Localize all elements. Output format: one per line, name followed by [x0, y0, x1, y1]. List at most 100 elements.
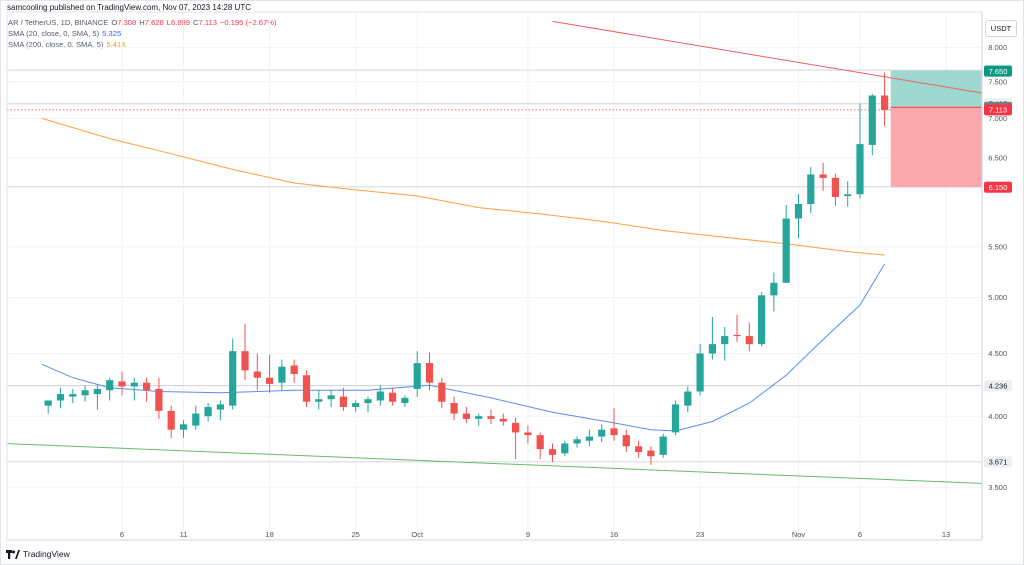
candle-body: [266, 377, 274, 384]
tradingview-logo[interactable]: TradingView: [6, 549, 70, 559]
candle-down: [450, 396, 458, 421]
candle-up: [401, 395, 409, 407]
price-tag-bg: [984, 65, 1012, 77]
candle-body: [278, 366, 286, 383]
candle-down: [118, 371, 126, 396]
currency-unit-button[interactable]: USDT: [985, 20, 1017, 37]
y-tick-label: 7.000: [988, 114, 1007, 123]
candle-body: [807, 174, 815, 205]
candle-body: [155, 388, 163, 411]
candle-up: [81, 385, 89, 402]
legend-open-key: O: [111, 18, 118, 27]
candle-body: [475, 416, 483, 419]
candle-down: [536, 432, 544, 460]
candle-down: [831, 173, 839, 206]
candle-body: [635, 446, 643, 452]
candle-body: [192, 413, 200, 426]
candle-down: [881, 72, 889, 127]
legend-low: L6.899: [167, 17, 190, 28]
x-tick-label: 18: [265, 530, 273, 539]
candle-up: [327, 390, 335, 407]
candle-body: [229, 351, 237, 406]
price-tag-label: 7.113: [989, 106, 1007, 115]
candle-up: [758, 292, 766, 347]
legend-high-value: 7.628: [144, 18, 164, 27]
legend-low-value: 6.899: [170, 18, 190, 27]
candle-up: [684, 386, 692, 413]
plot-area: [7, 12, 982, 540]
candle-body: [339, 396, 347, 407]
candle-body: [425, 363, 434, 383]
candle-down: [339, 387, 347, 411]
candle-body: [733, 334, 741, 337]
legend-sma20-row[interactable]: SMA (20, close, 0, SMA, 5) 5.325: [8, 28, 277, 39]
candle-body: [573, 439, 581, 444]
candle-up: [93, 383, 101, 410]
candle-up: [708, 316, 716, 360]
candle-down: [487, 409, 495, 425]
legend-sma200-row[interactable]: SMA (200, close, 0, SMA, 5) 5.414: [8, 39, 277, 50]
level-tag: 4.236: [984, 380, 1012, 392]
candle-body: [327, 395, 335, 400]
candle-body: [610, 428, 618, 436]
candle-body: [253, 371, 261, 378]
x-tick-label: Oct: [411, 530, 424, 539]
price-tag: 7.650: [984, 65, 1012, 77]
candle-down: [610, 408, 618, 441]
candle-up: [130, 377, 138, 401]
legend-low-key: L: [166, 18, 171, 27]
tradingview-logo-text: TradingView: [23, 549, 70, 559]
candle-body: [622, 435, 630, 447]
candle-body: [143, 382, 151, 391]
candle-body: [647, 450, 655, 457]
candle-body: [868, 95, 876, 145]
level-tag: 3.671: [984, 456, 1012, 468]
legend-close-key: C: [193, 18, 199, 27]
candle-body: [524, 432, 532, 436]
candle-down: [462, 406, 470, 423]
x-tick-label: 6: [120, 530, 124, 539]
candle-body: [745, 336, 753, 345]
y-tick-label: 4.500: [988, 349, 1007, 358]
candle-down: [524, 425, 532, 444]
candle-up: [204, 403, 212, 422]
level-tag-label: 4.236: [989, 381, 1008, 390]
y-tick-label: 6.500: [988, 153, 1007, 162]
candle-down: [425, 352, 434, 391]
candle-up: [229, 338, 237, 410]
level-tag-bg: [984, 456, 1012, 468]
candle-up: [807, 166, 815, 214]
candle-up: [69, 388, 77, 404]
candle-down: [155, 377, 163, 419]
candle-body: [561, 443, 569, 454]
legend-open-value: 7.308: [117, 18, 137, 27]
candle-body: [44, 400, 52, 406]
candle-body: [216, 404, 224, 410]
candle-up: [216, 400, 224, 421]
candle-up: [364, 396, 372, 413]
candle-down: [438, 377, 446, 409]
y-tick-label: 3.500: [988, 483, 1007, 492]
candle-body: [106, 380, 114, 391]
candle-body: [376, 391, 384, 401]
y-tick-label: 4.000: [988, 412, 1007, 421]
legend-sma20-label: SMA (20, close, 0, SMA, 5): [8, 29, 100, 38]
legend-ohlc-row[interactable]: AR / TetherUS, 1D, BINANCE O7.308 H7.628…: [8, 17, 277, 28]
candle-up: [179, 420, 188, 438]
candle-body: [401, 397, 409, 404]
candle-body: [364, 399, 372, 404]
candle-down: [622, 429, 630, 452]
candle-body: [856, 144, 864, 195]
candle-up: [696, 344, 704, 396]
candle-body: [696, 353, 704, 392]
candle-body: [708, 344, 716, 354]
candle-body: [167, 410, 175, 430]
candle-up: [659, 433, 667, 458]
candle-up: [868, 93, 876, 156]
candle-body: [69, 394, 77, 397]
candle-down: [647, 446, 655, 465]
candle-body: [831, 177, 839, 197]
candle-body: [585, 436, 593, 441]
